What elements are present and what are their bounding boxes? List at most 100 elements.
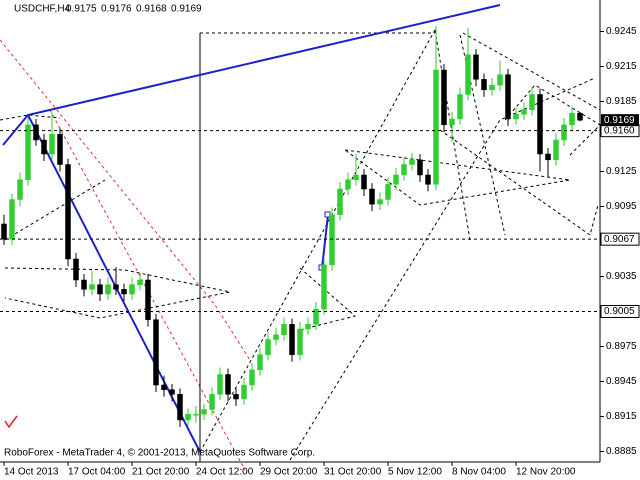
- candle-body: [201, 409, 207, 415]
- candle-body: [281, 324, 287, 336]
- candle-body: [417, 159, 423, 176]
- candle-body: [481, 79, 487, 91]
- candle-body: [57, 133, 63, 165]
- candle-body: [265, 339, 271, 355]
- bid-label: 0.9169: [604, 115, 635, 126]
- ohlc-open: 0.9175: [66, 4, 97, 15]
- candle-body: [73, 258, 79, 281]
- candle-body: [153, 319, 159, 386]
- candle-body: [521, 109, 527, 115]
- candle-body: [289, 324, 295, 355]
- analysis-objects: [0, 4, 601, 471]
- candle-body: [385, 184, 391, 200]
- x-tick-label: 24 Oct 12:00: [196, 467, 254, 478]
- x-tick-label: 17 Oct 04:00: [68, 467, 126, 478]
- y-tick-label: 0.8915: [606, 411, 637, 422]
- target-line: [434, 29, 506, 241]
- candle-body: [161, 384, 167, 390]
- candle-body: [337, 188, 343, 215]
- candle-body: [49, 133, 55, 155]
- x-tick-label: 21 Oct 20:00: [132, 467, 190, 478]
- candle-body: [505, 74, 511, 120]
- candle-body: [321, 264, 327, 310]
- candle-body: [81, 279, 87, 290]
- x-tick-label: 8 Nov 04:00: [452, 467, 506, 478]
- y-tick-label: 0.9185: [606, 96, 637, 107]
- candle-body: [177, 394, 183, 421]
- candle-body: [561, 124, 567, 141]
- candle-body: [193, 413, 199, 416]
- bid-label-box: [601, 114, 639, 127]
- triangle-pattern: [299, 267, 357, 331]
- candle-body: [169, 389, 175, 395]
- triangle-pattern: [0, 114, 61, 121]
- candle-body: [353, 174, 359, 180]
- candle-body: [233, 394, 239, 400]
- candle-body: [473, 54, 479, 80]
- candle-body: [145, 279, 151, 320]
- x-tick-label: 12 Nov 20:00: [516, 467, 576, 478]
- candle-body: [489, 84, 495, 91]
- level-label: 0.9067: [604, 234, 635, 245]
- candle-body: [409, 159, 415, 165]
- y-tick-label: 0.8885: [606, 446, 637, 457]
- y-tick-label: 0.8945: [606, 376, 637, 387]
- triangle-pattern: [504, 84, 601, 156]
- candle-body: [305, 324, 311, 330]
- candle-body: [369, 188, 375, 205]
- x-tick-label: 29 Oct 20:00: [260, 467, 318, 478]
- x-tick-label: 14 Oct 2013: [4, 467, 59, 478]
- check-icon: [4, 415, 18, 429]
- candle-body: [17, 179, 23, 200]
- candle-body: [89, 284, 95, 290]
- red-channel-line: [0, 39, 251, 361]
- candle-body: [569, 112, 575, 126]
- candle-body: [545, 153, 551, 161]
- candle-body: [313, 308, 319, 325]
- candle-body: [457, 94, 463, 120]
- candle-body: [249, 369, 255, 386]
- triangle-pattern: [4, 179, 106, 241]
- level-label: 0.9005: [604, 306, 635, 317]
- candle-body: [553, 139, 559, 161]
- candle-body: [209, 394, 215, 410]
- y-tick-label: 0.8975: [606, 341, 637, 352]
- candle-body: [401, 164, 407, 176]
- candle-body: [393, 174, 399, 185]
- y-tick-label: 0.9215: [606, 61, 637, 72]
- candle-body: [329, 214, 335, 266]
- candle-body: [9, 199, 15, 240]
- candle-body: [377, 199, 383, 205]
- candle-body: [97, 284, 103, 295]
- x-tick-label: 31 Oct 20:00: [324, 467, 382, 478]
- candle-body: [217, 374, 223, 395]
- candle-body: [273, 334, 279, 340]
- candle-body: [225, 374, 231, 395]
- candle-body: [497, 74, 503, 86]
- candle-body: [241, 384, 247, 400]
- y-tick-label: 0.9095: [606, 201, 637, 212]
- ohlc-high: 0.9176: [101, 4, 132, 15]
- level-label-box: [600, 305, 640, 318]
- candle-body: [425, 174, 431, 185]
- candle-body: [513, 114, 519, 120]
- chart-title: USDCHF,H4: [14, 4, 71, 15]
- blue-trend-line: [27, 114, 201, 453]
- candle-body: [433, 69, 439, 185]
- candle-body: [137, 279, 143, 285]
- candle-body: [121, 289, 127, 295]
- trend-line: [199, 29, 436, 453]
- candle-body: [345, 179, 351, 190]
- candle-body: [185, 413, 191, 421]
- candle-body: [537, 94, 543, 155]
- candle-body: [1, 223, 7, 240]
- candle-body: [25, 124, 31, 180]
- candle-body: [297, 328, 303, 355]
- ohlc-close: 0.9169: [171, 4, 202, 15]
- candle-body: [113, 284, 119, 290]
- candle-body: [33, 124, 39, 141]
- x-tick-label: 5 Nov 12:00: [388, 467, 442, 478]
- candle-body: [449, 118, 455, 126]
